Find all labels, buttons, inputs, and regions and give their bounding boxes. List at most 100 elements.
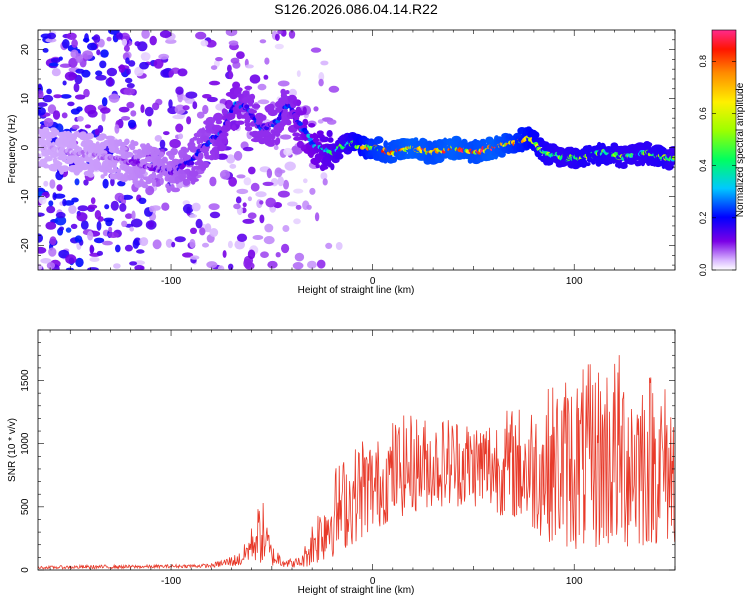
spectrogram-cell: [93, 34, 101, 43]
spectrogram-cell: [302, 106, 307, 115]
spectrogram-cell: [93, 237, 105, 244]
spectrogram-cell: [113, 263, 121, 269]
spectrogram-cell: [274, 167, 283, 178]
spectrogram-cell: [136, 249, 145, 254]
spectrogram-cell: [159, 177, 164, 185]
spectrogram-cell: [269, 133, 276, 140]
spectrogram-cell: [134, 41, 141, 47]
spectrogram-cell: [74, 235, 83, 243]
spectrogram-cell: [115, 32, 123, 40]
spectrogram-cell: [87, 172, 95, 178]
spectrogram-cell: [292, 262, 304, 270]
spectrogram-cell: [79, 162, 90, 171]
spectrogram-cell: [75, 68, 85, 74]
spectrogram-cell: [43, 180, 49, 187]
spectrogram-cell: [175, 123, 184, 133]
spectrogram-cell: [56, 184, 63, 192]
spectrogram-cell: [46, 262, 56, 270]
spectrogram-cell: [217, 144, 227, 152]
spectrogram-cell: [53, 94, 62, 99]
spectrogram-cell: [110, 200, 119, 211]
spectrogram-cell: [288, 88, 297, 97]
spectrogram-cell: [185, 91, 198, 99]
spectrogram-cell: [275, 33, 280, 41]
y-tick-label: 0: [20, 567, 31, 573]
x-tick-label: -100: [161, 576, 181, 587]
spectrogram-cell: [129, 261, 138, 266]
spectrogram-cell: [316, 259, 326, 269]
spectrogram-cell: [233, 150, 243, 161]
spectrogram-cell: [76, 212, 88, 222]
spectrogram-cell: [249, 93, 256, 101]
y-tick-label: 1000: [20, 432, 31, 455]
spectrogram-cell: [87, 267, 99, 270]
spectrogram-cell: [318, 78, 324, 87]
spectrogram-cell: [134, 66, 144, 77]
spectrogram-cell: [147, 145, 153, 151]
spectrogram-cell: [71, 138, 77, 144]
colorbar-label: Normalized spectral amplitude: [735, 82, 746, 217]
spectrogram-cell: [115, 244, 121, 253]
spectrogram-cell: [325, 242, 333, 249]
spectrogram-cell: [221, 138, 228, 144]
y-tick-label: 1500: [20, 369, 31, 392]
spectrogram-cell: [283, 179, 289, 190]
spectrogram-cell: [236, 188, 249, 195]
spectrogram-cell: [330, 163, 335, 171]
spectrogram-cell: [236, 174, 246, 179]
spectrogram-cell: [229, 163, 237, 169]
spectrogram-cell: [104, 204, 110, 210]
spectrogram-cell: [45, 221, 57, 230]
spectrogram-cell: [201, 127, 206, 135]
spectrogram-cell: [328, 85, 340, 93]
spectrogram-cell: [270, 139, 276, 144]
spectrogram-blobs: [38, 30, 675, 270]
spectrogram-cell: [214, 150, 220, 159]
spectrogram-cell: [670, 148, 675, 153]
spectrogram-cell: [285, 90, 290, 95]
spectrogram-cell: [77, 205, 89, 212]
spectrogram-cell: [55, 211, 66, 219]
spectrogram-cell: [75, 53, 83, 63]
spectrogram-cell: [125, 213, 133, 219]
spectrogram-cell: [124, 244, 133, 252]
spectrogram-cell: [46, 137, 52, 142]
spectrogram-cell: [211, 124, 222, 132]
spectrogram-cell: [48, 200, 54, 207]
spectrogram-cell: [216, 153, 228, 160]
snr-series-line: [37, 355, 676, 570]
spectrogram-cell: [319, 136, 330, 143]
spectrogram-cell: [147, 221, 154, 228]
spectrogram-cell: [70, 223, 78, 229]
spectrogram-cell: [293, 218, 301, 225]
spectrogram-cell: [413, 137, 419, 142]
spectrogram-cell: [52, 110, 61, 120]
spectrogram-cell: [87, 110, 98, 118]
spectrogram-cell: [60, 94, 72, 99]
spectrogram-cell: [204, 223, 212, 233]
spectrogram-cell: [277, 30, 283, 35]
spectrogram-cell: [134, 264, 145, 270]
spectrogram-cell: [38, 212, 45, 217]
spectrogram-cell: [585, 162, 591, 167]
spectrogram-cell: [159, 30, 172, 38]
spectrogram-cell: [287, 201, 298, 207]
spectrogram-cell: [225, 120, 231, 128]
spectrogram-cell: [99, 60, 107, 69]
spectrogram-cell: [244, 104, 250, 109]
spectrogram-cell: [169, 138, 181, 149]
y-tick-label: 20: [20, 44, 31, 56]
spectrogram-cell: [467, 157, 473, 164]
spectrogram-cell: [53, 193, 66, 199]
spectrogram-cell: [227, 240, 233, 249]
spectrogram-cell: [196, 111, 205, 119]
spectrogram-cell: [105, 219, 113, 227]
spectrogram-y-axis-label: Frequency (Hz): [7, 115, 18, 184]
spectrogram-cell: [259, 214, 265, 224]
spectrogram-cell: [170, 187, 181, 193]
spectrogram-cell: [38, 152, 41, 161]
spectrogram-cell: [318, 72, 325, 82]
spectrogram-cell: [46, 32, 57, 40]
spectrogram-cell: [49, 179, 56, 189]
spectrogram-cell: [108, 93, 120, 103]
